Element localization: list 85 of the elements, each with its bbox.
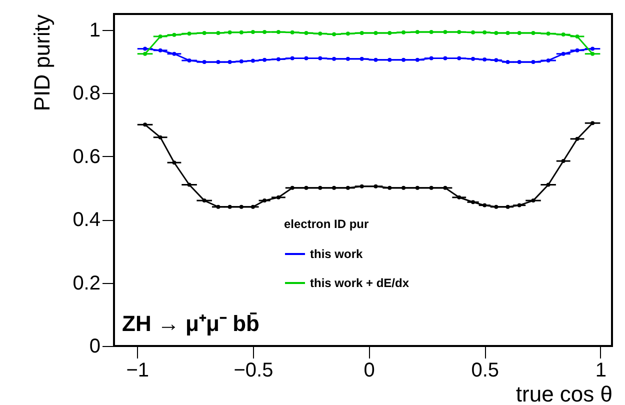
point <box>304 30 308 35</box>
point <box>517 60 522 64</box>
legend-label: this work <box>310 247 363 261</box>
point <box>531 60 536 64</box>
point <box>276 30 280 34</box>
point <box>172 32 176 37</box>
annotation: ZH → μ⁺μ⁻ bb̄ <box>122 311 260 336</box>
point <box>415 30 420 34</box>
point <box>517 30 522 35</box>
point <box>482 30 487 34</box>
point <box>290 30 294 34</box>
y-tick-label: 0 <box>89 336 100 358</box>
point <box>187 32 192 36</box>
point <box>471 56 476 61</box>
point <box>546 32 550 36</box>
point <box>250 30 255 34</box>
y-tick-label: 0.2 <box>72 272 100 294</box>
point <box>471 30 476 34</box>
point <box>143 46 148 51</box>
point <box>443 30 448 34</box>
y-tick-label: 0.8 <box>72 82 100 105</box>
x-tick-label: −0.5 <box>234 360 274 382</box>
point <box>262 30 267 34</box>
point <box>332 32 336 36</box>
point <box>290 56 294 60</box>
point <box>346 32 350 36</box>
point <box>250 58 255 63</box>
point <box>360 30 364 35</box>
point <box>318 32 322 36</box>
point <box>239 59 244 64</box>
point <box>374 30 378 35</box>
point <box>346 56 350 61</box>
point <box>158 34 162 38</box>
point <box>374 58 378 62</box>
point <box>546 58 550 62</box>
point <box>561 32 566 37</box>
legend-label: this work + dE/dx <box>310 276 410 290</box>
y-axis-title: PID purity <box>30 14 55 112</box>
y-tick-label: 0.4 <box>72 209 100 232</box>
point <box>304 56 308 60</box>
point <box>158 48 162 52</box>
point <box>494 58 498 62</box>
x-tick-label: 0.5 <box>471 360 500 382</box>
point <box>494 30 498 35</box>
point <box>590 52 595 56</box>
x-tick-label: −1 <box>126 360 150 382</box>
point <box>228 30 232 34</box>
point <box>202 60 206 64</box>
point <box>143 52 148 56</box>
point <box>318 56 322 60</box>
point <box>482 58 487 62</box>
point <box>360 56 364 61</box>
y-tick-label: 1 <box>89 19 100 42</box>
point <box>506 30 510 35</box>
point <box>228 60 232 64</box>
point <box>216 60 220 64</box>
point <box>202 30 206 35</box>
x-tick-label: 0 <box>364 360 375 382</box>
point <box>262 58 267 62</box>
point <box>239 30 244 34</box>
point <box>216 30 220 35</box>
point <box>402 58 406 62</box>
point <box>457 56 462 60</box>
point <box>590 46 595 51</box>
point <box>415 58 420 62</box>
point <box>388 30 392 35</box>
point <box>506 60 510 64</box>
point <box>457 30 462 34</box>
point <box>429 30 434 34</box>
point <box>531 30 536 35</box>
point <box>561 52 566 56</box>
x-tick-label: 1 <box>595 360 606 382</box>
point <box>575 34 580 38</box>
point <box>172 52 176 56</box>
legend-title: electron ID pur <box>284 217 370 231</box>
point <box>388 58 392 62</box>
point <box>402 30 406 34</box>
point <box>429 56 434 60</box>
y-tick-label: 0.6 <box>72 146 100 168</box>
point <box>575 48 580 52</box>
point <box>187 58 192 62</box>
point <box>276 57 280 62</box>
x-axis-title: true cos θ <box>516 382 612 405</box>
point <box>443 56 448 60</box>
point <box>332 56 336 61</box>
